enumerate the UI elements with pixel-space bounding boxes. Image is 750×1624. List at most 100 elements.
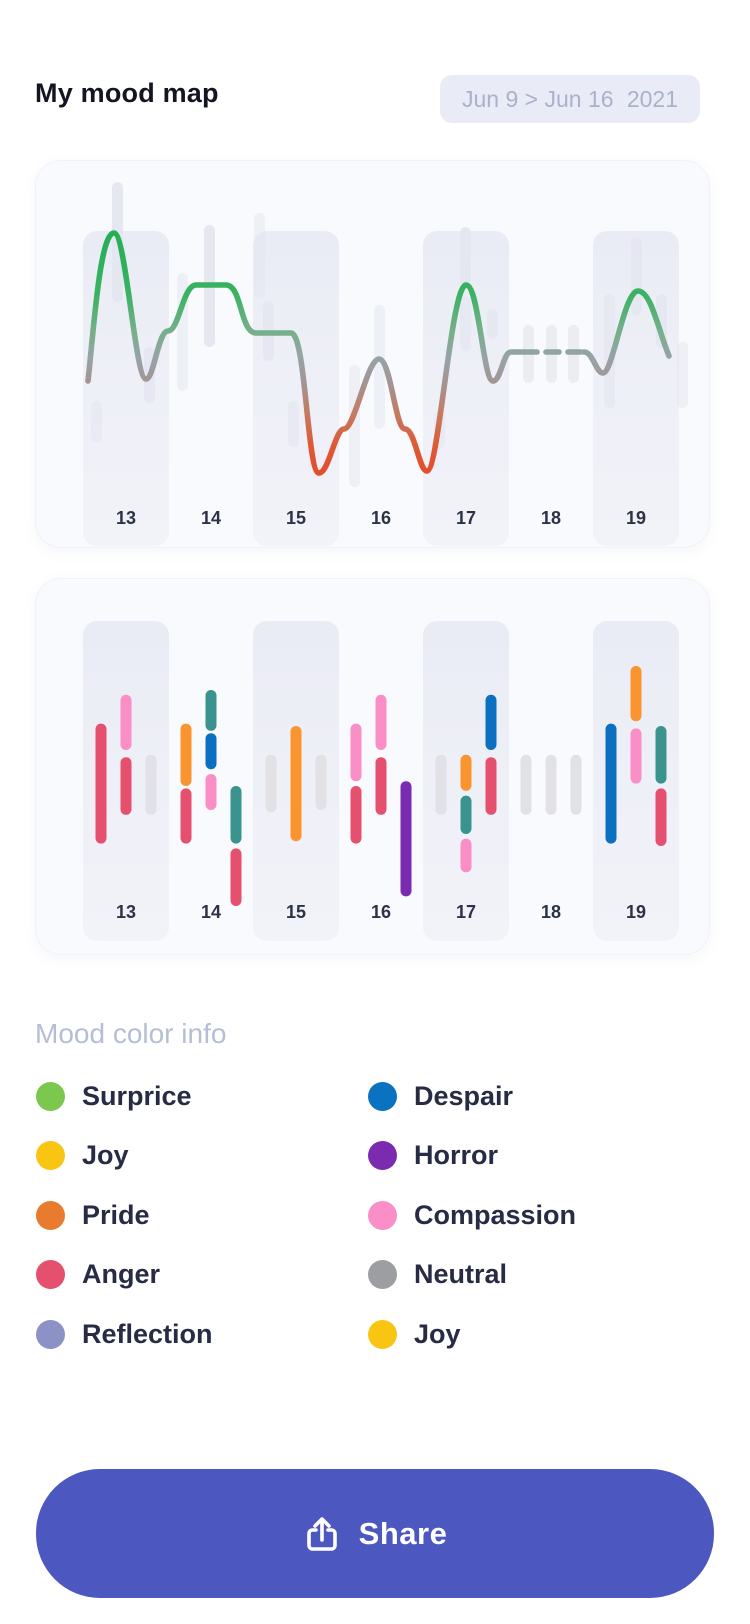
legend-label: Compassion	[414, 1200, 577, 1230]
legend-item-pride: Pride	[36, 1200, 150, 1231]
day-label: 19	[626, 508, 646, 528]
legend-color-dot	[368, 1201, 397, 1230]
legend-color-dot	[36, 1260, 65, 1289]
legend-label: Anger	[82, 1259, 161, 1289]
mood-bar-rose	[95, 723, 107, 844]
day-label: 16	[371, 902, 391, 922]
day-column-stripe	[83, 231, 169, 546]
legend-color-dot	[368, 1260, 397, 1289]
mood-bar-pink	[460, 838, 472, 873]
legend-item-neutral: Neutral	[368, 1259, 507, 1290]
mood-bar-lightgray	[265, 754, 277, 813]
page-title: My mood map	[35, 78, 219, 108]
background-pill	[288, 401, 299, 447]
day-label: 16	[371, 508, 391, 528]
mood-bars	[95, 666, 667, 906]
day-column-stripe	[423, 231, 509, 546]
mood-bar-rose	[230, 848, 242, 906]
legend-label: Neutral	[414, 1259, 508, 1289]
legend-color-dot	[368, 1320, 397, 1349]
day-label: 13	[116, 508, 136, 528]
mood-bar-rose	[350, 786, 362, 844]
day-label: 18	[541, 508, 561, 528]
share-button[interactable]: Share	[36, 1469, 714, 1598]
background-pill	[349, 365, 360, 487]
mood-bar-lightgray	[520, 754, 532, 815]
mood-bar-lightgray	[435, 754, 447, 815]
share-export-icon	[306, 1516, 337, 1551]
legend-label: Joy	[414, 1319, 461, 1349]
background-pill	[604, 294, 615, 408]
legend-item-joy: Joy	[368, 1319, 461, 1350]
legend-color-dot	[368, 1141, 397, 1170]
legend-label: Despair	[414, 1081, 514, 1111]
legend-color-dot	[36, 1320, 65, 1349]
mood-curve-solid-left	[85, 230, 527, 476]
legend-label: Pride	[82, 1200, 150, 1230]
legend-item-joy: Joy	[36, 1140, 129, 1171]
mood-bar-rose	[180, 788, 192, 844]
mood-bar-lightgray	[315, 754, 327, 810]
share-button-label: Share	[358, 1515, 448, 1551]
legend-label: Horror	[414, 1140, 499, 1170]
day-labels-row: 13 14 15 16 17 18 19	[116, 902, 646, 922]
date-year-text: 2021	[626, 85, 678, 112]
mood-bar-rose	[655, 788, 667, 846]
legend-color-dot	[36, 1201, 65, 1230]
legend-item-despair: Despair	[368, 1081, 513, 1112]
mood-bar-teal	[205, 690, 217, 731]
legend-item-anger: Anger	[36, 1259, 160, 1290]
background-pill	[374, 305, 385, 429]
mood-bar-teal	[655, 726, 667, 784]
background-pill	[254, 213, 265, 299]
mood-bar-rose	[375, 757, 387, 815]
date-range-chip[interactable]: Jun 9 > Jun 16 2021	[440, 75, 700, 123]
mood-bar-blue	[205, 733, 217, 770]
day-label: 17	[456, 902, 476, 922]
legend-label: Surprice	[82, 1081, 192, 1111]
legend-color-dot	[36, 1141, 65, 1170]
mood-line-chart-card: 13 14 15 16 17 18 19	[35, 160, 710, 548]
mood-bar-pink	[205, 774, 217, 810]
day-label: 14	[201, 508, 221, 528]
mood-bar-teal	[230, 786, 242, 844]
legend-item-horror: Horror	[368, 1140, 498, 1171]
date-range-text: Jun 9 > Jun 16	[462, 85, 614, 112]
background-pill	[677, 342, 688, 408]
mood-bars-chart: 13 14 15 16 17 18 19	[83, 621, 679, 941]
background-pill	[460, 297, 471, 351]
mood-line-chart: 13 14 15 16 17 18 19	[83, 182, 688, 546]
legend-color-dot	[368, 1082, 397, 1111]
mood-bar-orange	[460, 754, 472, 791]
background-pill	[91, 401, 102, 443]
day-label: 15	[286, 902, 306, 922]
day-label: 17	[456, 508, 476, 528]
mood-bar-orange	[630, 666, 642, 722]
mood-curve-solid-right	[581, 288, 672, 376]
mood-legend: Surprice Joy Pride Anger Reflection Despair Ho…	[0, 1070, 750, 1370]
day-column-stripe	[253, 231, 339, 546]
day-label: 18	[541, 902, 561, 922]
mood-bar-rose	[485, 757, 497, 815]
mood-bar-pink	[630, 728, 642, 784]
mood-bar-blue	[485, 694, 497, 750]
mood-bar-pink	[120, 694, 132, 750]
day-label: 14	[201, 902, 221, 922]
background-pill	[631, 237, 642, 315]
mood-bar-blue	[605, 723, 617, 844]
mood-bar-pink	[375, 694, 387, 750]
mood-bar-purple	[400, 781, 412, 897]
day-label: 15	[286, 508, 306, 528]
legend-label: Reflection	[82, 1319, 213, 1349]
mood-bar-lightgray	[570, 754, 582, 815]
mood-bar-teal	[460, 795, 472, 834]
legend-color-dot	[36, 1082, 65, 1111]
mood-bar-orange	[180, 723, 192, 786]
mood-bars-chart-card: 13 14 15 16 17 18 19	[35, 578, 710, 955]
mood-bar-lightgray	[545, 754, 557, 815]
mood-bar-pink	[350, 723, 362, 782]
legend-title: Mood color info	[35, 1018, 227, 1049]
mood-bar-orange	[290, 726, 302, 842]
legend-item-compassion: Compassion	[368, 1200, 576, 1231]
